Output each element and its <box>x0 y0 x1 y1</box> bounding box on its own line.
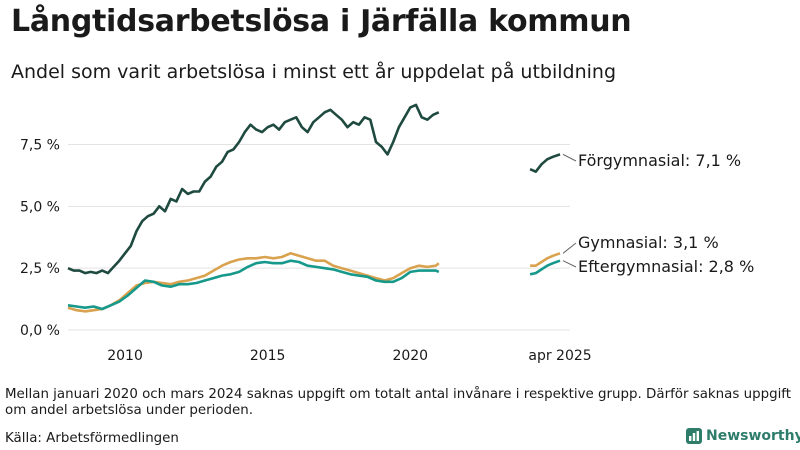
y-tick-label: 0,0 % <box>20 323 60 339</box>
bar-chart-icon <box>686 428 702 444</box>
series-line-gymnasial <box>530 252 561 267</box>
series-line-frgymnasial <box>529 153 561 173</box>
y-tick-label: 5,0 % <box>20 199 60 215</box>
page-title: Långtidsarbetslösa i Järfälla kommun <box>11 4 632 39</box>
x-tick-label: apr 2025 <box>528 348 591 364</box>
series-line-eftergymnasial <box>67 259 440 311</box>
x-tick-label: 2015 <box>250 348 286 364</box>
label-leader-line <box>562 260 577 268</box>
series-label: Gymnasial: 3,1 % <box>578 233 719 252</box>
y-tick-label: 2,5 % <box>20 261 60 277</box>
series-line-frgymnasial <box>67 103 440 275</box>
brand-name: Newsworthy <box>706 428 800 444</box>
y-tick-label: 7,5 % <box>20 137 60 153</box>
label-leader-line <box>562 153 577 162</box>
x-tick-label: 2020 <box>392 348 428 364</box>
source-text: Källa: Arbetsförmedlingen <box>5 431 179 446</box>
series-label: Eftergymnasial: 2,8 % <box>578 257 754 276</box>
label-leader-line <box>562 242 577 254</box>
series-label: Förgymnasial: 7,1 % <box>578 151 741 170</box>
page-subtitle: Andel som varit arbetslösa i minst ett å… <box>11 61 617 83</box>
newsworthy-logo: Newsworthy <box>686 428 800 444</box>
footnote: Mellan januari 2020 och mars 2024 saknas… <box>5 387 792 418</box>
series-line-gymnasial <box>67 252 440 313</box>
x-tick-label: 2010 <box>107 348 143 364</box>
series-line-eftergymnasial <box>529 259 561 276</box>
